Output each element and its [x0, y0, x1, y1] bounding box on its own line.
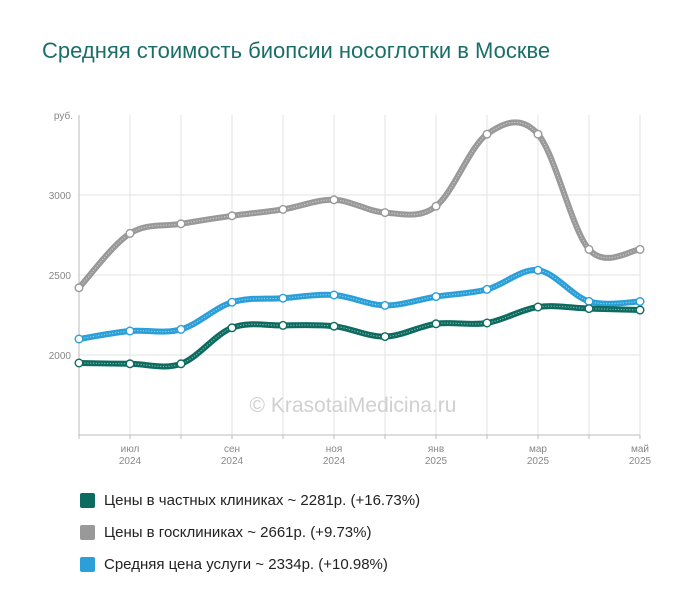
data-point — [584, 304, 594, 314]
data-point — [125, 359, 135, 369]
x-tick-label-year: 2024 — [323, 456, 346, 467]
x-tick-label-year: 2025 — [629, 456, 652, 467]
legend-label: Средняя цена услуги ~ 2334р. (+10.98%) — [104, 555, 388, 573]
data-point — [482, 318, 492, 328]
data-point — [584, 244, 594, 254]
x-tick-label-month: мар — [529, 444, 547, 455]
x-tick-label-month: май — [631, 444, 649, 455]
data-point — [227, 211, 237, 221]
data-point — [431, 292, 441, 302]
data-point — [176, 219, 186, 229]
data-point — [74, 283, 84, 293]
watermark: © KrasotaiMedicina.ru — [250, 394, 457, 417]
line-chart: 200025003000руб.июл2024сен2024ноя2024янв… — [49, 110, 652, 467]
y-tick-label: 2000 — [49, 351, 72, 362]
y-axis-label: руб. — [54, 110, 73, 122]
data-point — [380, 332, 390, 342]
legend: Цены в частных клиниках ~ 2281р. (+16.73… — [80, 484, 420, 580]
data-point — [482, 284, 492, 294]
data-point — [380, 300, 390, 310]
legend-item-private[interactable]: Цены в частных клиниках ~ 2281р. (+16.73… — [80, 484, 420, 516]
legend-label: Цены в частных клиниках ~ 2281р. (+16.73… — [104, 491, 421, 509]
y-tick-label: 2500 — [49, 271, 72, 282]
series-line-highlight — [78, 305, 641, 367]
data-point — [533, 129, 543, 139]
series-group — [74, 302, 645, 370]
x-tick-label-year: 2024 — [221, 456, 244, 467]
x-tick-label-month: сен — [224, 444, 240, 455]
data-point — [278, 204, 288, 214]
series-line-body — [76, 303, 643, 370]
data-point — [74, 334, 84, 344]
data-point — [278, 320, 288, 330]
data-point — [329, 321, 339, 331]
data-point — [380, 208, 390, 218]
x-tick-label-month: июл — [121, 444, 140, 455]
series-line-body — [76, 119, 643, 291]
x-tick-label-month: янв — [428, 444, 444, 455]
data-point — [635, 244, 645, 254]
data-point — [125, 326, 135, 336]
x-tick-label-year: 2024 — [119, 456, 142, 467]
data-point — [125, 228, 135, 238]
data-point — [635, 297, 645, 307]
legend-label: Цены в госклиниках ~ 2661р. (+9.73%) — [104, 523, 372, 541]
data-point — [431, 201, 441, 211]
data-point — [533, 302, 543, 312]
chart-title: Средняя стоимость биопсии носоглотки в М… — [42, 38, 551, 63]
legend-swatch — [80, 556, 95, 572]
data-point — [635, 305, 645, 315]
data-point — [329, 290, 339, 300]
data-point — [227, 323, 237, 333]
series-group — [74, 265, 645, 344]
data-point — [584, 296, 594, 306]
y-tick-label: 3000 — [49, 191, 72, 202]
data-point — [227, 297, 237, 307]
x-tick-label-year: 2025 — [527, 456, 550, 467]
x-tick-label-year: 2025 — [425, 456, 448, 467]
data-point — [176, 324, 186, 334]
data-point — [533, 265, 543, 275]
legend-item-public[interactable]: Цены в госклиниках ~ 2661р. (+9.73%) — [80, 516, 420, 548]
data-point — [278, 293, 288, 303]
series-group — [74, 119, 645, 293]
data-point — [329, 195, 339, 205]
data-point — [74, 358, 84, 368]
data-point — [482, 129, 492, 139]
data-point — [176, 359, 186, 369]
legend-item-average[interactable]: Средняя цена услуги ~ 2334р. (+10.98%) — [80, 548, 420, 580]
legend-swatch — [80, 524, 95, 540]
x-tick-label-month: ноя — [326, 444, 343, 455]
legend-swatch — [80, 492, 95, 508]
data-point — [431, 319, 441, 329]
